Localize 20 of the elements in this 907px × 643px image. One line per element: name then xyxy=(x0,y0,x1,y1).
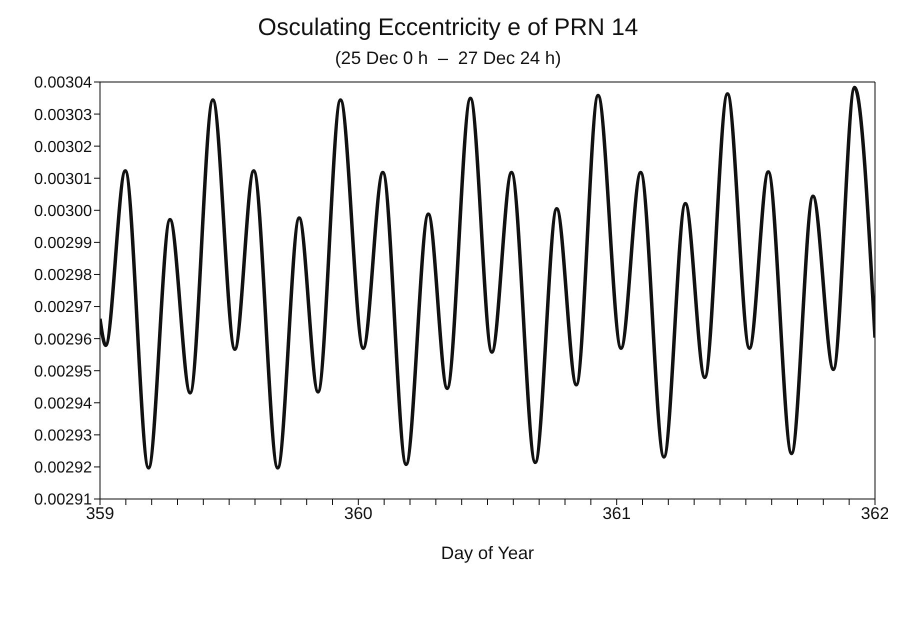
y-tick-label: 0.00292 xyxy=(34,460,92,477)
y-tick-label: 0.00295 xyxy=(34,363,92,380)
x-axis-title: Day of Year xyxy=(440,543,534,563)
y-tick-label: 0.00299 xyxy=(34,235,92,252)
y-tick-label: 0.00296 xyxy=(34,331,92,348)
y-tick-label: 0.00302 xyxy=(34,138,92,156)
x-tick-label: 360 xyxy=(344,504,373,524)
y-tick-label: 0.00301 xyxy=(34,170,92,188)
x-tick-label: 362 xyxy=(860,504,890,524)
y-tick-label: 0.00303 xyxy=(34,106,92,124)
x-tick-label: 359 xyxy=(86,504,114,524)
y-tick-label: 0.00300 xyxy=(34,202,92,220)
chart-title: Osculating Eccentricity e of PRN 14 xyxy=(256,14,640,42)
y-tick-label: 0.00298 xyxy=(34,267,92,284)
y-tick-label: 0.00304 xyxy=(34,74,92,92)
y-tick-label: 0.00297 xyxy=(34,299,92,316)
y-tick-label: 0.00294 xyxy=(34,395,92,412)
chart-subtitle: (25 Dec 0 h – 27 Dec 24 h) xyxy=(334,48,562,69)
y-tick-label: 0.00293 xyxy=(34,428,92,445)
x-tick-label: 361 xyxy=(602,504,631,524)
